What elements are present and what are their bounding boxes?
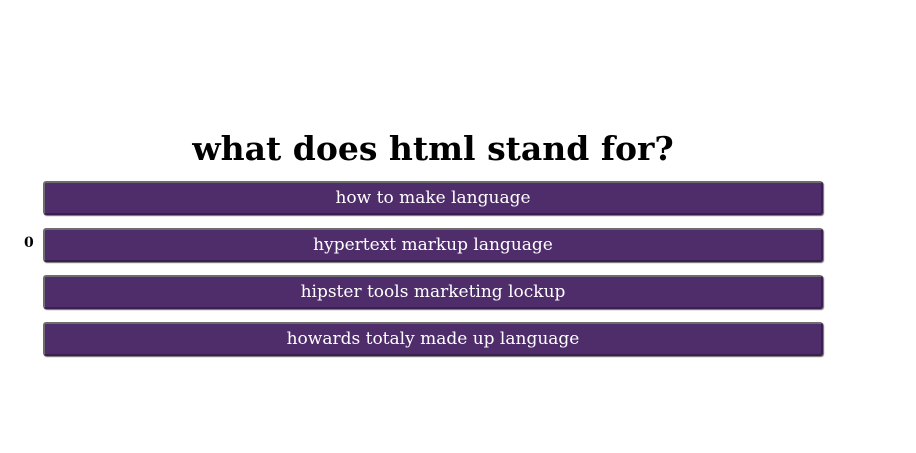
answer-button-4[interactable]: howards totaly made up language bbox=[43, 322, 823, 356]
answer-button-1[interactable]: how to make language bbox=[43, 181, 823, 215]
answer-button-3[interactable]: hipster tools marketing lockup bbox=[43, 275, 823, 309]
answer-button-2[interactable]: hypertext markup language bbox=[43, 228, 823, 262]
score-counter: 0 bbox=[24, 235, 34, 251]
question-title: what does html stand for? bbox=[192, 129, 674, 168]
